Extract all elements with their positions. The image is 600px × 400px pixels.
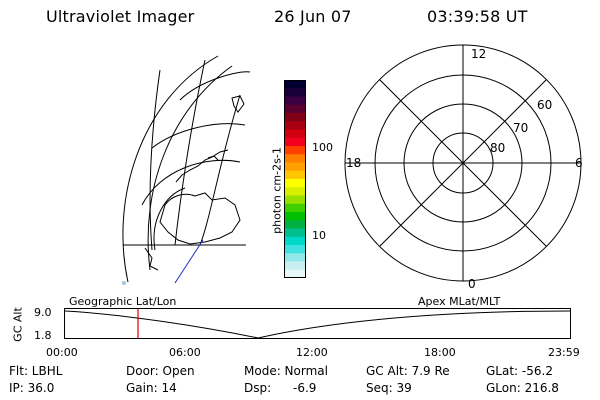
colorbar-cell <box>284 228 306 238</box>
colorbar-cell <box>284 113 306 122</box>
timeline-frame <box>64 308 571 339</box>
colorbar-cell <box>284 137 306 147</box>
map-meridian <box>199 94 241 246</box>
colorbar-cell <box>284 80 306 89</box>
observation-date: 26 Jun 07 <box>274 7 352 26</box>
info-dsp-value: -6.9 <box>293 381 317 395</box>
map-coastline <box>231 95 245 113</box>
info-door: Door: Open <box>126 364 195 378</box>
colorbar-cell <box>284 236 306 246</box>
color-scale-bar <box>284 80 306 278</box>
info-filter: Flt: LBHL <box>9 364 63 378</box>
map-coastline <box>144 247 159 271</box>
colorbar-cell <box>284 154 306 163</box>
polar-label-80: 80 <box>490 141 506 155</box>
timeline-y-bottom: 1.8 <box>34 329 52 342</box>
info-gc-alt: GC Alt: 7.9 Re <box>366 364 450 378</box>
polar-label-6: 6 <box>575 156 583 170</box>
info-seq: Seq: 39 <box>366 381 412 395</box>
polar-label-12: 12 <box>471 47 487 61</box>
altitude-curve <box>64 310 571 339</box>
timeline-tick-4: 23:59 <box>548 346 580 359</box>
colorbar-cell <box>284 187 306 196</box>
colorbar-cell <box>284 146 306 155</box>
colorbar-cell <box>284 203 306 213</box>
timeline-tick-0: 00:00 <box>46 346 78 359</box>
map-latitude-arc <box>179 71 251 101</box>
map-dot <box>122 281 126 285</box>
colorbar-cell <box>284 162 306 172</box>
info-glon: GLon: 216.8 <box>486 381 559 395</box>
map-meridian <box>149 69 161 251</box>
polar-diagonal <box>379 79 547 247</box>
map-meridian <box>174 59 206 246</box>
colorbar-cell <box>284 121 306 130</box>
polar-label-70: 70 <box>513 121 529 135</box>
colorbar-cell <box>284 129 306 139</box>
info-glat: GLat: -56.2 <box>486 364 553 378</box>
polar-label-60: 60 <box>537 98 553 112</box>
colorbar-cell <box>284 245 306 254</box>
map-coastline <box>207 155 219 161</box>
timeline-left-label: Geographic Lat/Lon <box>69 295 177 308</box>
colorbar-cell <box>284 253 306 262</box>
colorbar-cell <box>284 104 306 114</box>
polar-label-0: 0 <box>468 277 476 291</box>
info-mode: Mode: Normal <box>244 364 328 378</box>
timeline-tick-2: 12:00 <box>296 346 328 359</box>
colorbar-cell <box>284 88 306 97</box>
timeline-y-top: 9.0 <box>34 306 52 319</box>
map-limb-arc <box>147 65 233 271</box>
colorbar-cell <box>284 212 306 221</box>
colorbar-tick-100: 100 <box>312 141 333 154</box>
observation-time: 03:39:58 UT <box>427 7 528 26</box>
colorbar-cell <box>284 269 306 278</box>
colorbar-cell <box>284 170 306 180</box>
map-limb-arc <box>122 55 219 283</box>
colorbar-cell <box>284 96 306 106</box>
map-coastline <box>159 192 241 245</box>
polar-label-18: 18 <box>346 156 362 170</box>
map-track-line <box>174 239 204 284</box>
colorbar-cell <box>284 195 306 205</box>
map-coastline <box>175 149 229 183</box>
timeline-right-label: Apex MLat/MLT <box>418 295 501 308</box>
info-ip: IP: 36.0 <box>9 381 55 395</box>
timeline-tick-3: 18:00 <box>424 346 456 359</box>
info-gain: Gain: 14 <box>126 381 177 395</box>
map-latitude-arc <box>141 159 241 206</box>
map-latitude-arc <box>153 187 186 251</box>
timeline-tick-1: 06:00 <box>169 346 201 359</box>
colorbar-cell <box>284 261 306 271</box>
colorbar-tick-10: 10 <box>312 229 326 242</box>
colorbar-cell <box>284 220 306 229</box>
colorbar-cell <box>284 179 306 188</box>
info-dsp-label: Dsp: <box>244 381 272 395</box>
instrument-title: Ultraviolet Imager <box>46 7 195 26</box>
map-latitude-arc <box>151 123 246 149</box>
